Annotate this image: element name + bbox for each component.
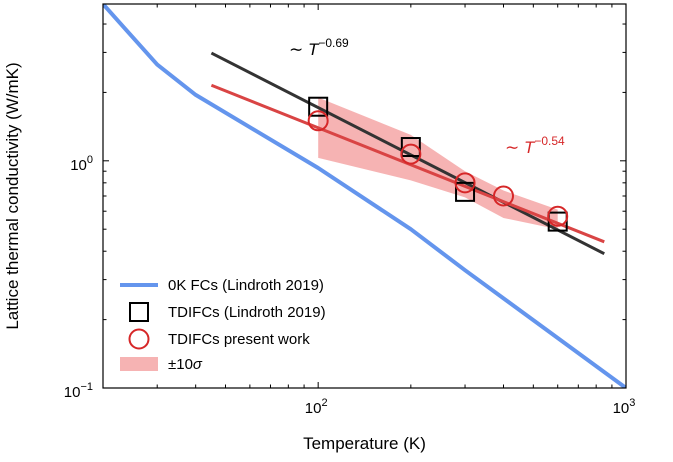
x-axis-label: Temperature (K)	[303, 434, 426, 453]
y-axis-label: Lattice thermal conductivity (W/mK)	[3, 62, 22, 329]
ticks-layer: 102 103 10−1 100	[64, 4, 636, 417]
legend-swatch-square	[129, 302, 149, 322]
legend-swatch-band	[120, 357, 158, 371]
marker-circle	[547, 205, 569, 227]
sigma-band	[318, 97, 558, 230]
legend: 0K FCs (Lindroth 2019) TDIFCs (Lindroth 2…	[120, 277, 326, 373]
series-0k-fcs-line	[103, 4, 626, 388]
marker-square	[400, 137, 421, 158]
fit-line-black	[210, 51, 605, 256]
legend-label: TDIFCs present work	[168, 331, 310, 348]
legend-label: 0K FCs (Lindroth 2019)	[168, 277, 324, 294]
data-layer	[103, 4, 626, 388]
legend-label: TDIFCs (Lindroth 2019)	[168, 304, 326, 321]
x-tick-label: 103	[613, 397, 636, 417]
marker-square	[455, 181, 476, 202]
marker-circle	[454, 172, 476, 194]
y-tick-label: 10−1	[64, 381, 93, 401]
y-tick-label: 100	[70, 154, 93, 174]
marker-circle	[400, 143, 422, 165]
marker-circle	[307, 110, 329, 132]
legend-label: ±10σ	[168, 356, 203, 373]
annotation-exponent-red: ∼ T−0.54	[505, 134, 565, 157]
marker-square	[308, 96, 329, 117]
x-tick-label: 102	[305, 397, 328, 417]
legend-swatch-circle	[128, 328, 150, 350]
annotations-layer: ∼ T−0.69 ∼ T−0.54	[289, 36, 565, 157]
marker-circle	[493, 185, 515, 207]
annotation-exponent-black: ∼ T−0.69	[289, 36, 349, 59]
